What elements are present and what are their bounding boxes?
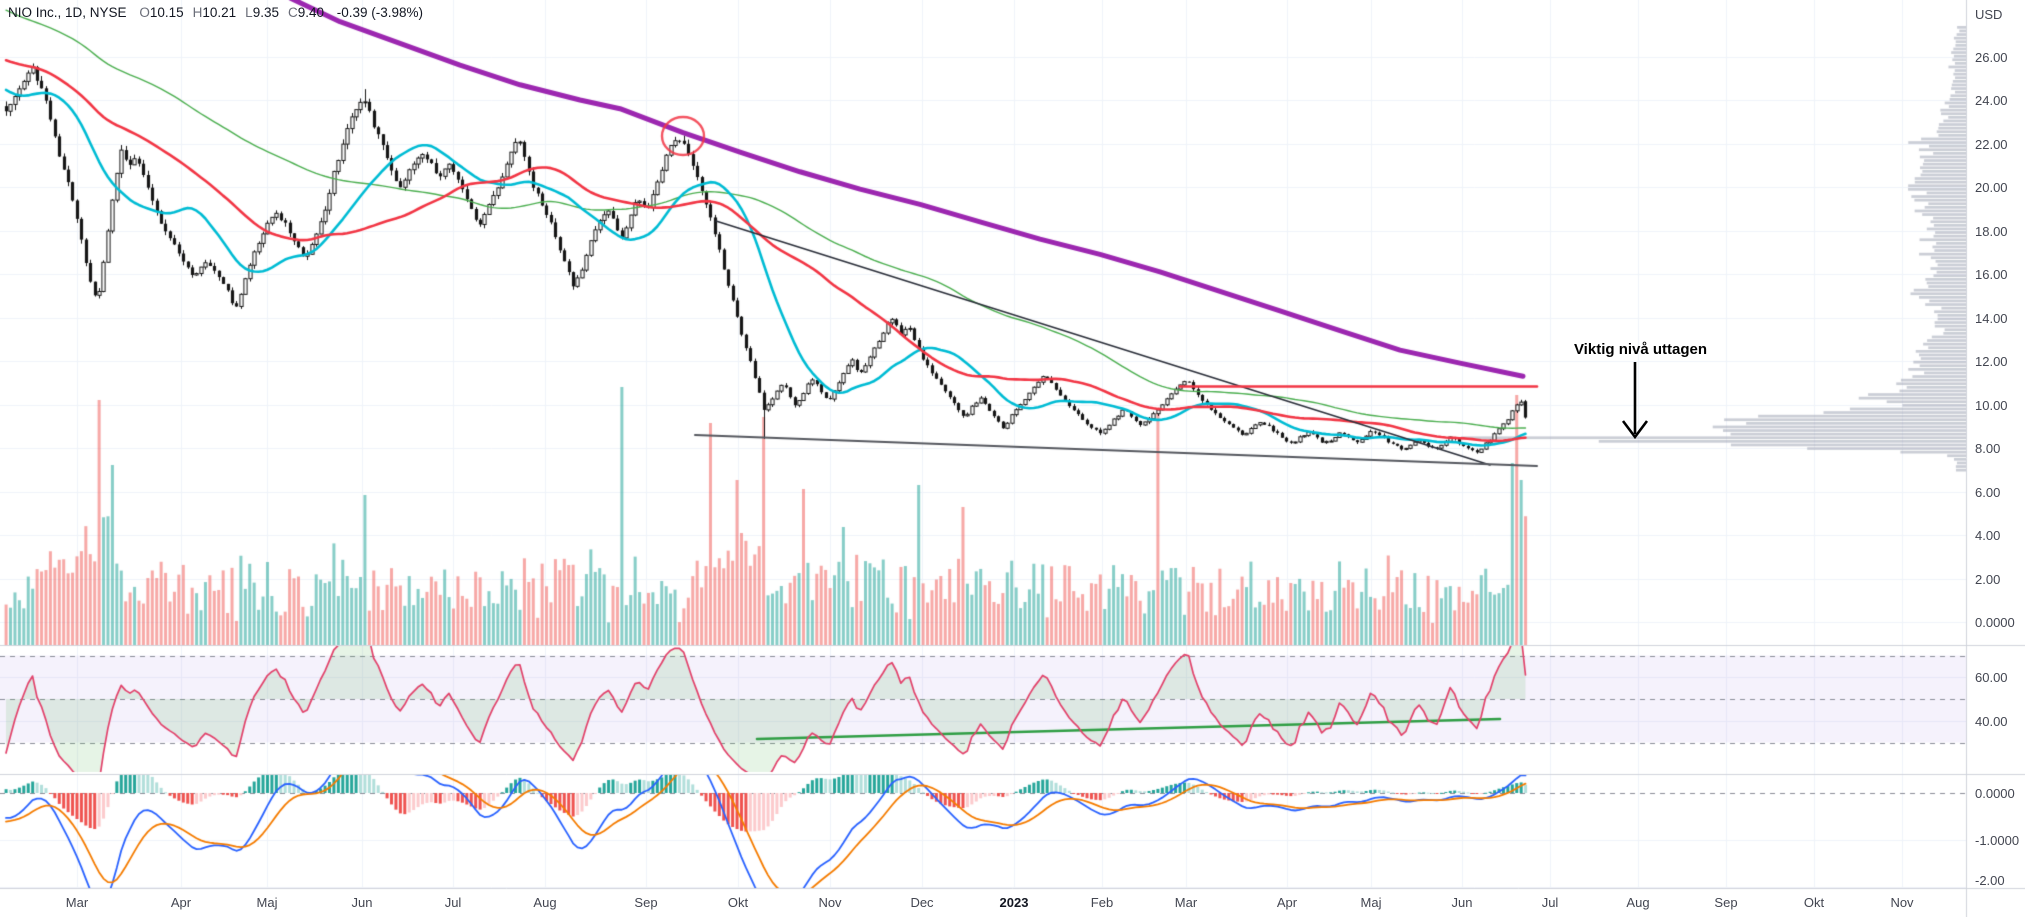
ohlc-key: H (192, 5, 203, 20)
axis-tick-label: 60.00 (1975, 670, 2008, 686)
axis-tick-label: 4.00 (1975, 528, 2001, 543)
time-axis-month-label: Mar (65, 895, 89, 910)
change-value: -0.39 (-3.98%) (336, 5, 424, 20)
axis-tick-label: 20.00 (1975, 180, 2008, 195)
symbol-legend[interactable]: NIO Inc., 1D, NYSE O10.15 H10.21 L9.35 C9.4… (8, 5, 423, 20)
time-axis-month-label: Maj (1360, 895, 1382, 910)
currency-label: USD (1975, 7, 2003, 22)
axis-tick-label: 18.00 (1975, 223, 2008, 239)
axis-tick-label: 40.00 (1975, 713, 2008, 729)
axis-tick-label: 12.00 (1975, 354, 2008, 369)
symbol-title: NIO Inc., 1D, NYSE (8, 5, 127, 20)
ohlc-value: 9.40 (297, 5, 324, 20)
time-axis-month-label: Jul (444, 895, 462, 910)
axis-tick-label: 26.00 (1975, 49, 2008, 65)
time-axis-month-label: Apr (170, 895, 192, 910)
time-axis-month-label: Nov (818, 895, 842, 910)
axis-tick-label: 2.00 (1975, 571, 2001, 587)
axis-tick-label: -1.0000 (1975, 833, 2020, 848)
time-axis-month-label: Aug (533, 895, 557, 910)
ohlc-key: L (245, 5, 253, 20)
axis-tick-label: 6.00 (1975, 484, 2001, 500)
price-axis[interactable]: USD 26.00 24.00 22.00 20.00 18.00 16.00 14.00 1… (1967, 0, 2025, 917)
ohlc-value: 10.15 (149, 5, 184, 20)
ohlc-value: 9.35 (252, 5, 279, 20)
axis-tick-label: 16.00 (1975, 267, 2008, 282)
annotation-text[interactable]: Viktig nivå uttagen (1573, 341, 1708, 358)
time-axis-month-label: Jun (351, 895, 373, 910)
time-axis-month-label: Aug (1626, 895, 1650, 910)
time-axis-month-label: Okt (727, 895, 749, 910)
time-axis-year-label: 2023 (999, 895, 1029, 910)
ohlc-value: 10.21 (202, 5, 237, 20)
time-axis[interactable]: Mar Apr Maj Jun Jul Aug Sep Okt Nov Dec 2023 Feb Mar… (0, 889, 1966, 917)
axis-tick-label: -2.00 (1975, 873, 2005, 888)
time-axis-month-label: Jul (1541, 895, 1559, 910)
ohlc-key: O (139, 5, 150, 20)
axis-tick-label: 14.00 (1975, 310, 2008, 326)
time-axis-month-label: Mar (1174, 895, 1198, 910)
time-axis-month-label: Sep (1714, 895, 1738, 910)
time-axis-month-label: Maj (256, 895, 278, 910)
axis-tick-label: 24.00 (1975, 93, 2008, 108)
axis-tick-label: 22.00 (1975, 136, 2008, 152)
ohlc-values: O10.15 H10.21 L9.35 C9.40 (130, 5, 324, 20)
axis-tick-label: 10.00 (1975, 397, 2008, 413)
ohlc-key: C (287, 5, 298, 20)
time-axis-month-label: Jun (1451, 895, 1473, 910)
time-axis-month-label: Apr (1276, 895, 1298, 910)
time-axis-month-label: Dec (910, 895, 934, 910)
axis-tick-label: 0.0000 (1975, 786, 2015, 801)
axis-tick-label: 8.00 (1975, 441, 2001, 456)
axis-tick-label: 0.0000 (1975, 615, 2015, 630)
arrow-down-icon[interactable] (1616, 358, 1656, 448)
time-axis-month-label: Nov (1890, 895, 1914, 910)
time-axis-month-label: Feb (1090, 895, 1114, 910)
time-axis-month-label: Okt (1803, 895, 1825, 910)
time-axis-month-label: Sep (634, 895, 658, 910)
